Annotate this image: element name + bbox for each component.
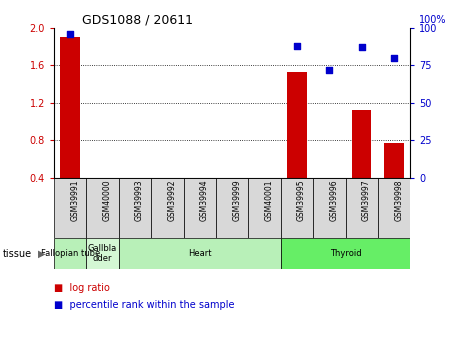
Bar — [61, 37, 80, 178]
Point — [67, 31, 74, 36]
Text: GSM39993: GSM39993 — [135, 179, 144, 221]
Bar — [190, 178, 210, 215]
Text: tissue: tissue — [2, 249, 31, 258]
Bar — [86, 238, 119, 269]
Bar — [93, 178, 112, 215]
Text: ■  log ratio: ■ log ratio — [54, 283, 110, 293]
Bar — [385, 143, 404, 178]
Bar — [281, 238, 410, 269]
Bar — [54, 178, 86, 238]
Text: GSM39992: GSM39992 — [167, 179, 176, 221]
Bar — [320, 178, 339, 179]
Bar — [158, 178, 177, 215]
Bar — [119, 178, 151, 238]
Bar — [54, 238, 86, 269]
Bar — [151, 178, 183, 238]
Point — [293, 43, 301, 48]
Text: ■  percentile rank within the sample: ■ percentile rank within the sample — [54, 300, 234, 310]
Bar — [183, 178, 216, 238]
Bar — [119, 238, 281, 269]
Bar — [378, 178, 410, 238]
Bar — [313, 178, 346, 238]
Text: GSM39991: GSM39991 — [70, 179, 79, 221]
Text: GSM39994: GSM39994 — [200, 179, 209, 221]
Text: GSM39996: GSM39996 — [329, 179, 338, 221]
Text: GSM40001: GSM40001 — [265, 179, 273, 221]
Bar — [281, 178, 313, 238]
Text: GDS1088 / 20611: GDS1088 / 20611 — [83, 13, 193, 27]
Text: ▶: ▶ — [38, 249, 46, 258]
Text: Thyroid: Thyroid — [330, 249, 362, 258]
Text: Heart: Heart — [188, 249, 212, 258]
Text: 100%: 100% — [419, 15, 446, 25]
Text: GSM39997: GSM39997 — [362, 179, 371, 221]
Text: Fallopian tube: Fallopian tube — [40, 249, 100, 258]
Point — [390, 55, 398, 60]
Bar — [222, 178, 242, 215]
Bar — [216, 178, 249, 238]
Text: GSM40000: GSM40000 — [103, 179, 112, 221]
Text: GSM39998: GSM39998 — [394, 179, 403, 221]
Bar — [249, 178, 281, 238]
Bar — [352, 110, 371, 178]
Bar — [86, 178, 119, 238]
Text: GSM39995: GSM39995 — [297, 179, 306, 221]
Text: Gallbla
dder: Gallbla dder — [88, 244, 117, 263]
Bar — [287, 72, 307, 178]
Bar — [255, 178, 274, 215]
Bar — [125, 178, 144, 215]
Bar — [346, 178, 378, 238]
Point — [325, 67, 333, 72]
Text: GSM39999: GSM39999 — [232, 179, 241, 221]
Point — [358, 45, 365, 50]
